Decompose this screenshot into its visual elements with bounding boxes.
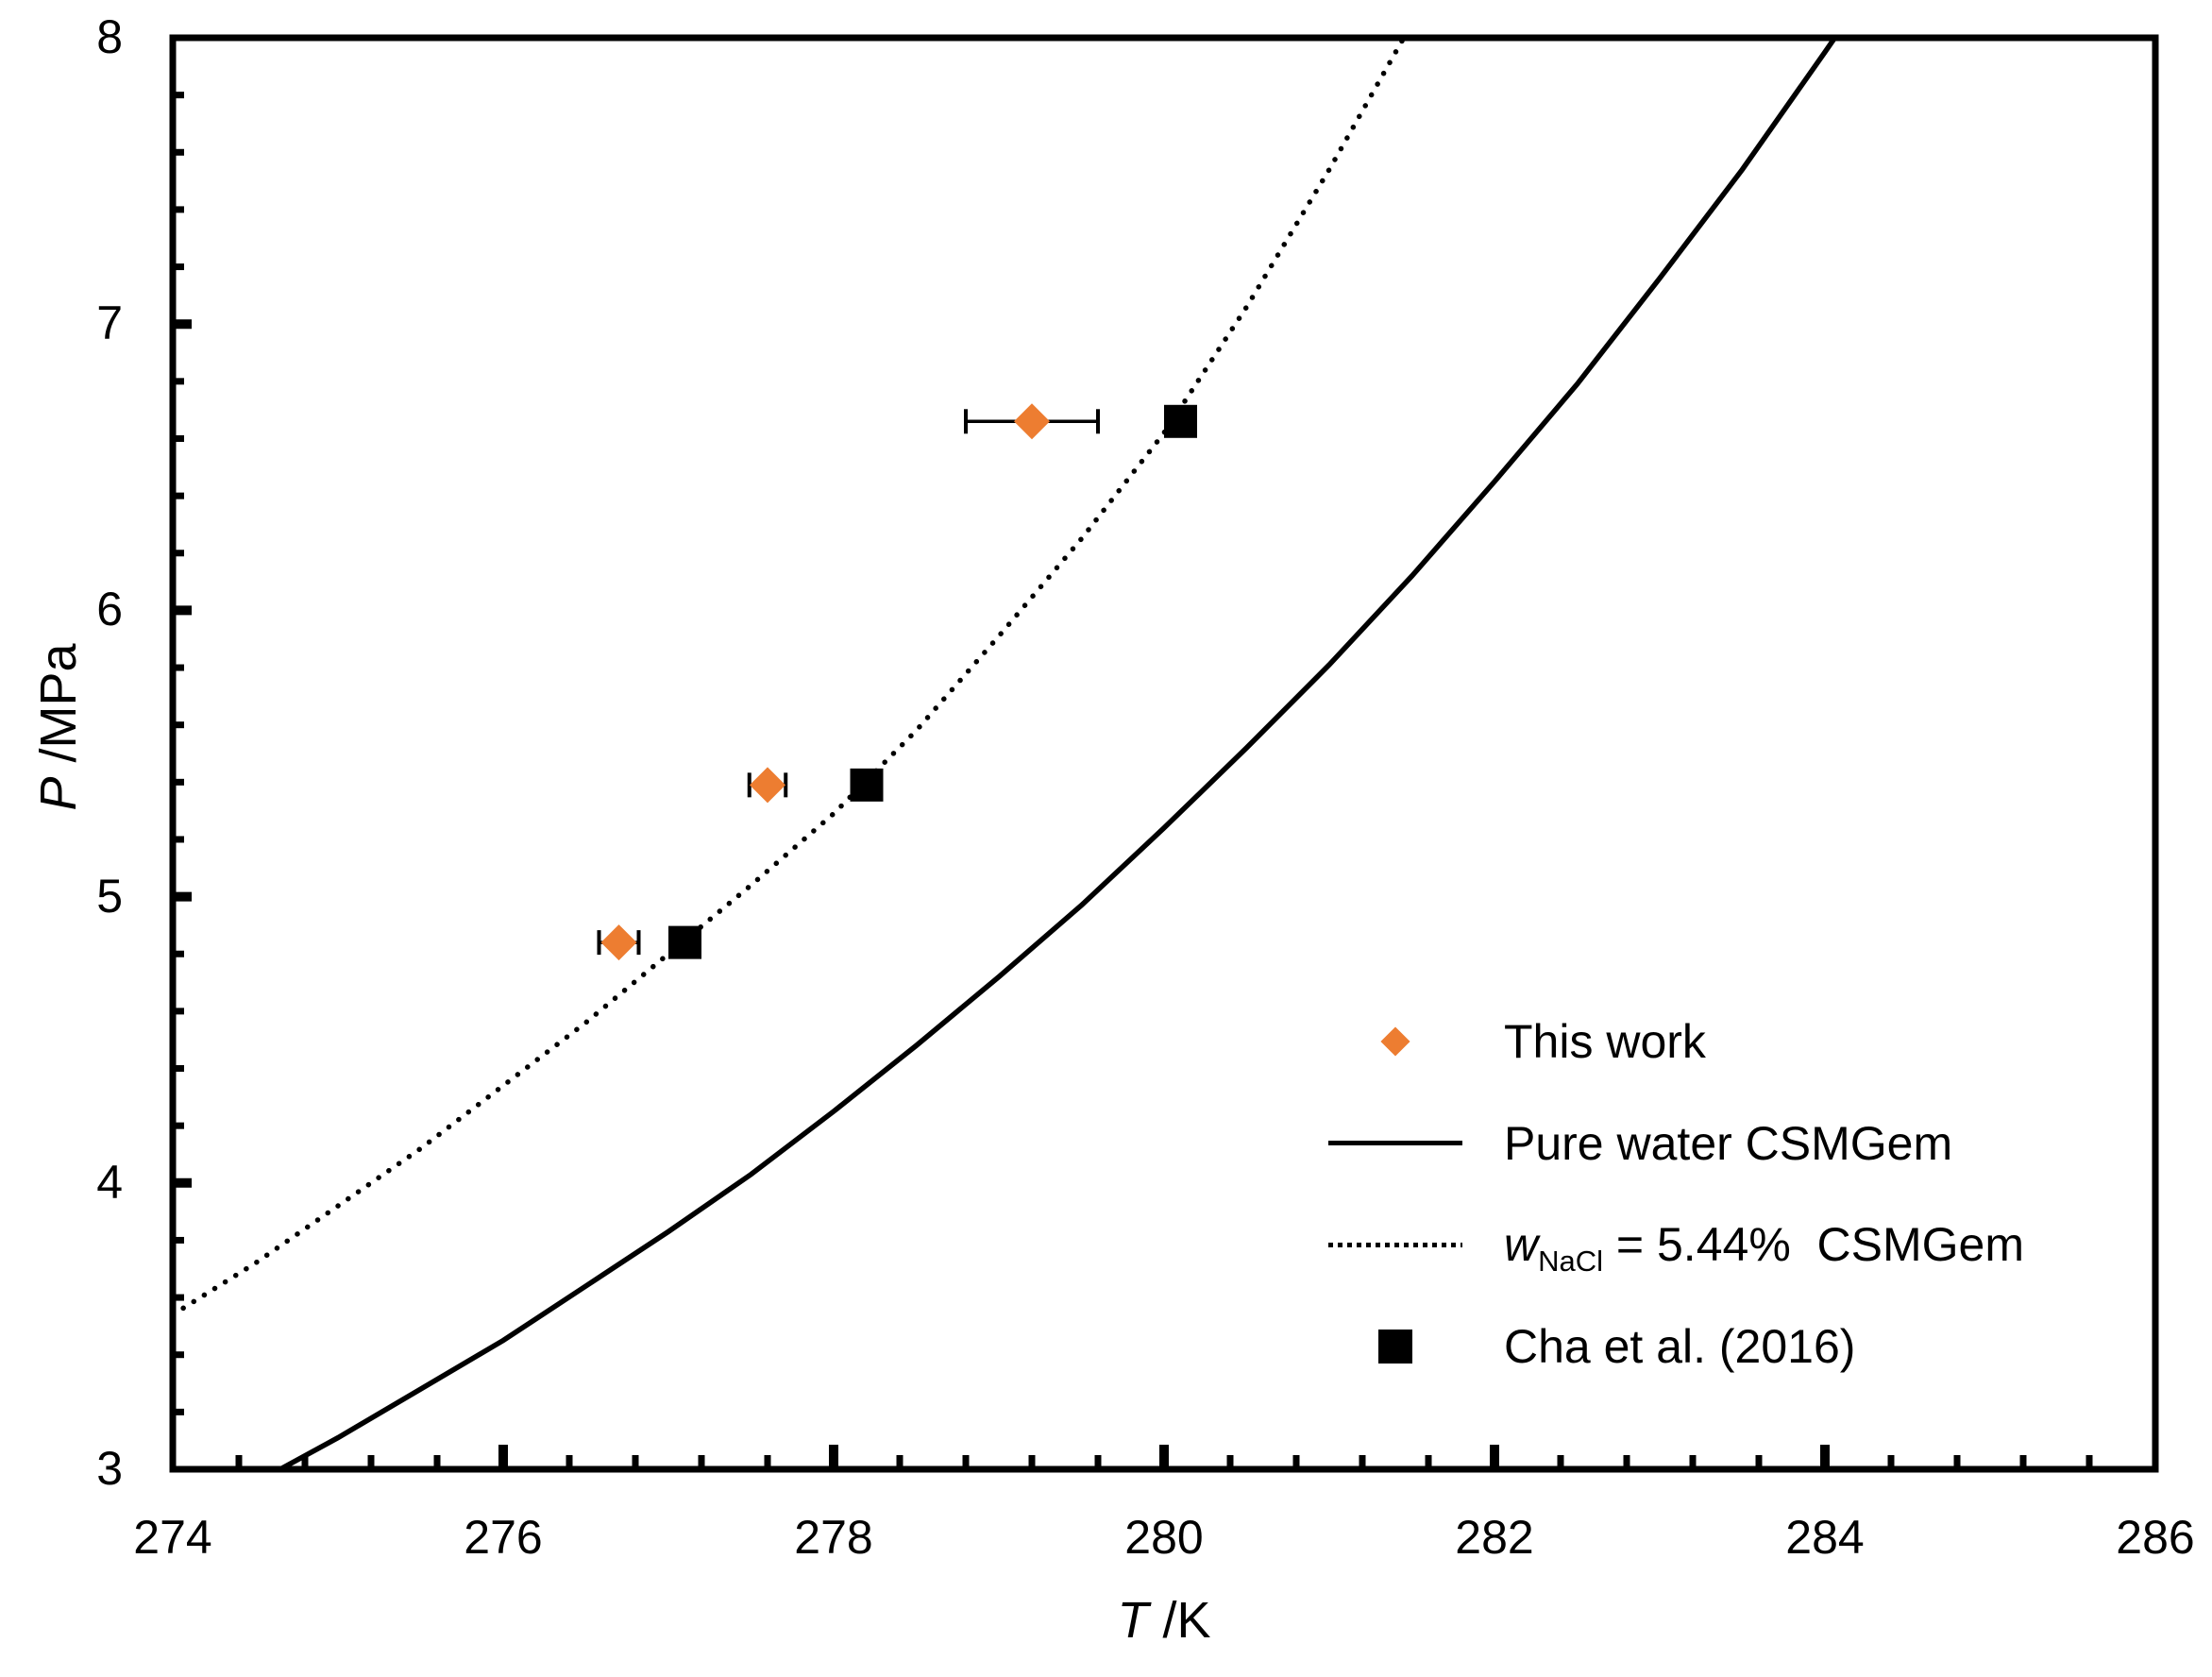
legend-marker-cell xyxy=(1328,1026,1462,1057)
x-tick-label-274: 274 xyxy=(133,1511,212,1564)
legend-nacl-rest: = 5.44% CSMGem xyxy=(1603,1218,2025,1272)
data-point-diamond xyxy=(750,767,785,804)
legend-label-cha: Cha et al. (2016) xyxy=(1504,1319,1856,1373)
x-tick-label-276: 276 xyxy=(464,1511,543,1564)
y-tick-label-5: 5 xyxy=(96,869,123,923)
x-tick-label-278: 278 xyxy=(794,1511,873,1564)
x-axis-title-symbol: T xyxy=(1117,1592,1149,1649)
x-tick-label-282: 282 xyxy=(1455,1511,1534,1564)
legend: This work Pure water CSMGem wNaCl = 5.44… xyxy=(1328,991,2024,1398)
y-axis-title-unit: /MPa xyxy=(30,643,87,777)
x-tick-label-284: 284 xyxy=(1785,1511,1865,1564)
y-tick-label-7: 7 xyxy=(96,296,123,350)
legend-label-this-work: This work xyxy=(1504,1014,1706,1068)
diamond-marker-icon xyxy=(1380,1026,1410,1057)
data-point-square xyxy=(850,768,884,802)
x-tick-label-280: 280 xyxy=(1124,1511,1204,1564)
data-point-diamond xyxy=(1014,403,1050,440)
dotted-line-icon xyxy=(1328,1242,1462,1247)
legend-marker-cell xyxy=(1328,1242,1462,1247)
y-tick-label-4: 4 xyxy=(96,1155,123,1209)
legend-item-pure-water: Pure water CSMGem xyxy=(1328,1093,2024,1194)
y-tick-label-8: 8 xyxy=(96,9,123,63)
x-tick-label-286: 286 xyxy=(2116,1511,2195,1564)
x-axis-title: T /K xyxy=(1117,1591,1210,1650)
y-axis-title-symbol: P xyxy=(30,776,87,811)
curve-nacl-csmgem xyxy=(173,38,1408,1318)
legend-label-pure-water: Pure water CSMGem xyxy=(1504,1116,1953,1170)
data-point-square xyxy=(668,925,701,959)
legend-item-cha: Cha et al. (2016) xyxy=(1328,1296,2024,1398)
square-marker-icon xyxy=(1378,1329,1412,1364)
legend-item-this-work: This work xyxy=(1328,991,2024,1093)
legend-label-nacl: wNaCl = 5.44% CSMGem xyxy=(1504,1217,2025,1276)
legend-nacl-symbol: w xyxy=(1504,1218,1539,1272)
y-tick-label-3: 3 xyxy=(96,1441,123,1495)
curve-pure-water-csmgem xyxy=(279,38,1838,1469)
data-point-diamond xyxy=(600,924,637,961)
x-axis-title-unit: /K xyxy=(1148,1592,1211,1649)
plot-frame xyxy=(169,34,2159,1473)
legend-marker-cell xyxy=(1328,1329,1462,1364)
solid-line-icon xyxy=(1328,1141,1462,1146)
legend-nacl-subscript: NaCl xyxy=(1538,1245,1604,1279)
data-point-square xyxy=(1164,404,1197,438)
y-tick-label-6: 6 xyxy=(96,583,123,636)
y-axis-title: P /MPa xyxy=(29,643,88,810)
legend-marker-cell xyxy=(1328,1141,1462,1146)
legend-item-nacl: wNaCl = 5.44% CSMGem xyxy=(1328,1194,2024,1296)
